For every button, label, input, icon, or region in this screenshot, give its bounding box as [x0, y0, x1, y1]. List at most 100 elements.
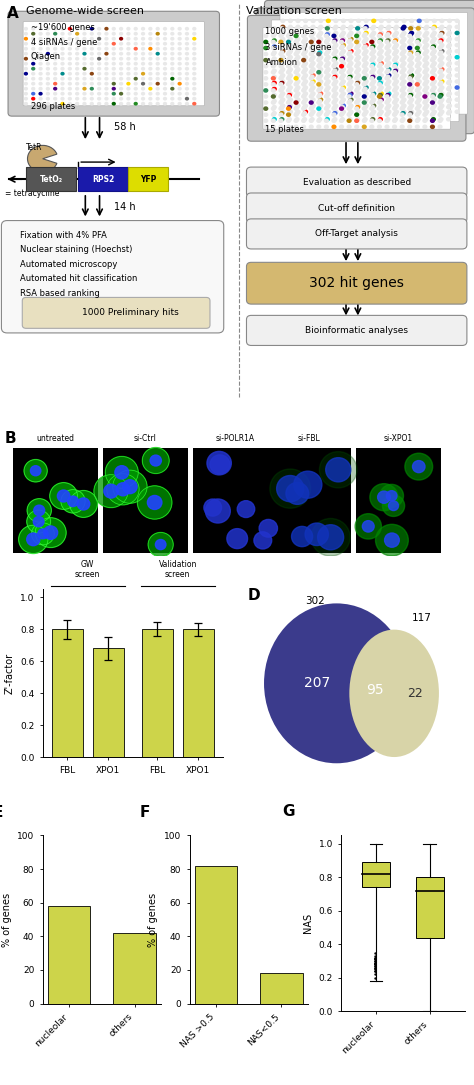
Circle shape [415, 106, 420, 111]
Circle shape [447, 61, 452, 65]
Circle shape [301, 52, 306, 56]
Circle shape [205, 499, 230, 523]
Circle shape [446, 75, 451, 79]
Circle shape [31, 31, 36, 36]
Circle shape [438, 82, 443, 87]
Circle shape [126, 56, 130, 61]
Circle shape [438, 50, 444, 55]
Text: 58 h: 58 h [114, 123, 136, 132]
Circle shape [355, 26, 360, 30]
Circle shape [310, 98, 316, 102]
Circle shape [422, 52, 428, 56]
Circle shape [348, 91, 354, 95]
Circle shape [339, 82, 344, 87]
Circle shape [400, 34, 405, 38]
Circle shape [348, 73, 354, 78]
Circle shape [371, 49, 376, 53]
Circle shape [155, 42, 160, 46]
Circle shape [379, 86, 384, 90]
Circle shape [279, 44, 284, 49]
Circle shape [46, 42, 50, 46]
Circle shape [279, 105, 284, 110]
Circle shape [227, 528, 247, 549]
Circle shape [432, 110, 437, 114]
Circle shape [447, 103, 452, 109]
Circle shape [280, 73, 285, 78]
Circle shape [355, 63, 360, 67]
Circle shape [155, 56, 160, 61]
Circle shape [371, 91, 376, 95]
Circle shape [363, 33, 368, 37]
Circle shape [295, 67, 301, 72]
Circle shape [119, 92, 123, 95]
Circle shape [287, 50, 292, 55]
FancyBboxPatch shape [23, 22, 204, 105]
Circle shape [370, 111, 375, 115]
Circle shape [409, 98, 414, 102]
Circle shape [295, 55, 301, 60]
Circle shape [438, 63, 444, 67]
Circle shape [432, 98, 437, 102]
Circle shape [407, 52, 412, 56]
Circle shape [288, 18, 293, 23]
Circle shape [119, 31, 123, 36]
Circle shape [30, 465, 41, 475]
Circle shape [207, 451, 231, 475]
Circle shape [363, 111, 368, 115]
Circle shape [331, 52, 337, 56]
Y-axis label: NAS: NAS [303, 914, 313, 933]
Circle shape [439, 61, 445, 65]
Circle shape [424, 37, 429, 41]
Circle shape [432, 30, 437, 36]
Circle shape [384, 46, 390, 50]
Circle shape [294, 99, 300, 103]
Circle shape [53, 27, 57, 30]
Circle shape [134, 31, 138, 36]
Circle shape [126, 72, 130, 76]
Circle shape [384, 533, 399, 547]
Circle shape [90, 42, 94, 46]
Circle shape [301, 34, 306, 38]
Circle shape [356, 98, 361, 102]
Text: si-POLR1A: si-POLR1A [216, 434, 255, 444]
Circle shape [401, 55, 407, 60]
Circle shape [170, 37, 174, 40]
Circle shape [310, 67, 316, 72]
Bar [416, 878, 444, 937]
FancyBboxPatch shape [26, 167, 76, 191]
Circle shape [370, 38, 375, 42]
Circle shape [392, 46, 397, 50]
Bar [48, 906, 91, 1004]
Circle shape [155, 97, 160, 101]
Circle shape [400, 118, 405, 123]
Circle shape [177, 52, 182, 55]
Circle shape [432, 79, 437, 84]
Circle shape [126, 92, 130, 95]
Circle shape [439, 18, 445, 23]
Circle shape [401, 98, 407, 102]
Circle shape [287, 87, 292, 91]
Circle shape [302, 63, 307, 67]
Bar [13, 448, 98, 553]
Circle shape [68, 52, 72, 55]
Circle shape [384, 52, 390, 56]
Circle shape [378, 44, 383, 49]
Circle shape [38, 528, 48, 539]
Circle shape [316, 40, 321, 44]
Circle shape [430, 113, 435, 117]
Circle shape [416, 92, 421, 98]
Circle shape [432, 67, 437, 72]
Circle shape [331, 94, 337, 99]
Circle shape [393, 111, 398, 115]
Circle shape [422, 88, 428, 92]
Text: Cut-off definition: Cut-off definition [318, 204, 395, 213]
Circle shape [431, 75, 436, 79]
Circle shape [163, 102, 167, 105]
Circle shape [318, 25, 323, 29]
Circle shape [141, 52, 145, 55]
Circle shape [325, 63, 330, 67]
Circle shape [378, 111, 383, 115]
Circle shape [31, 67, 36, 71]
Circle shape [325, 75, 330, 79]
Circle shape [271, 82, 276, 87]
